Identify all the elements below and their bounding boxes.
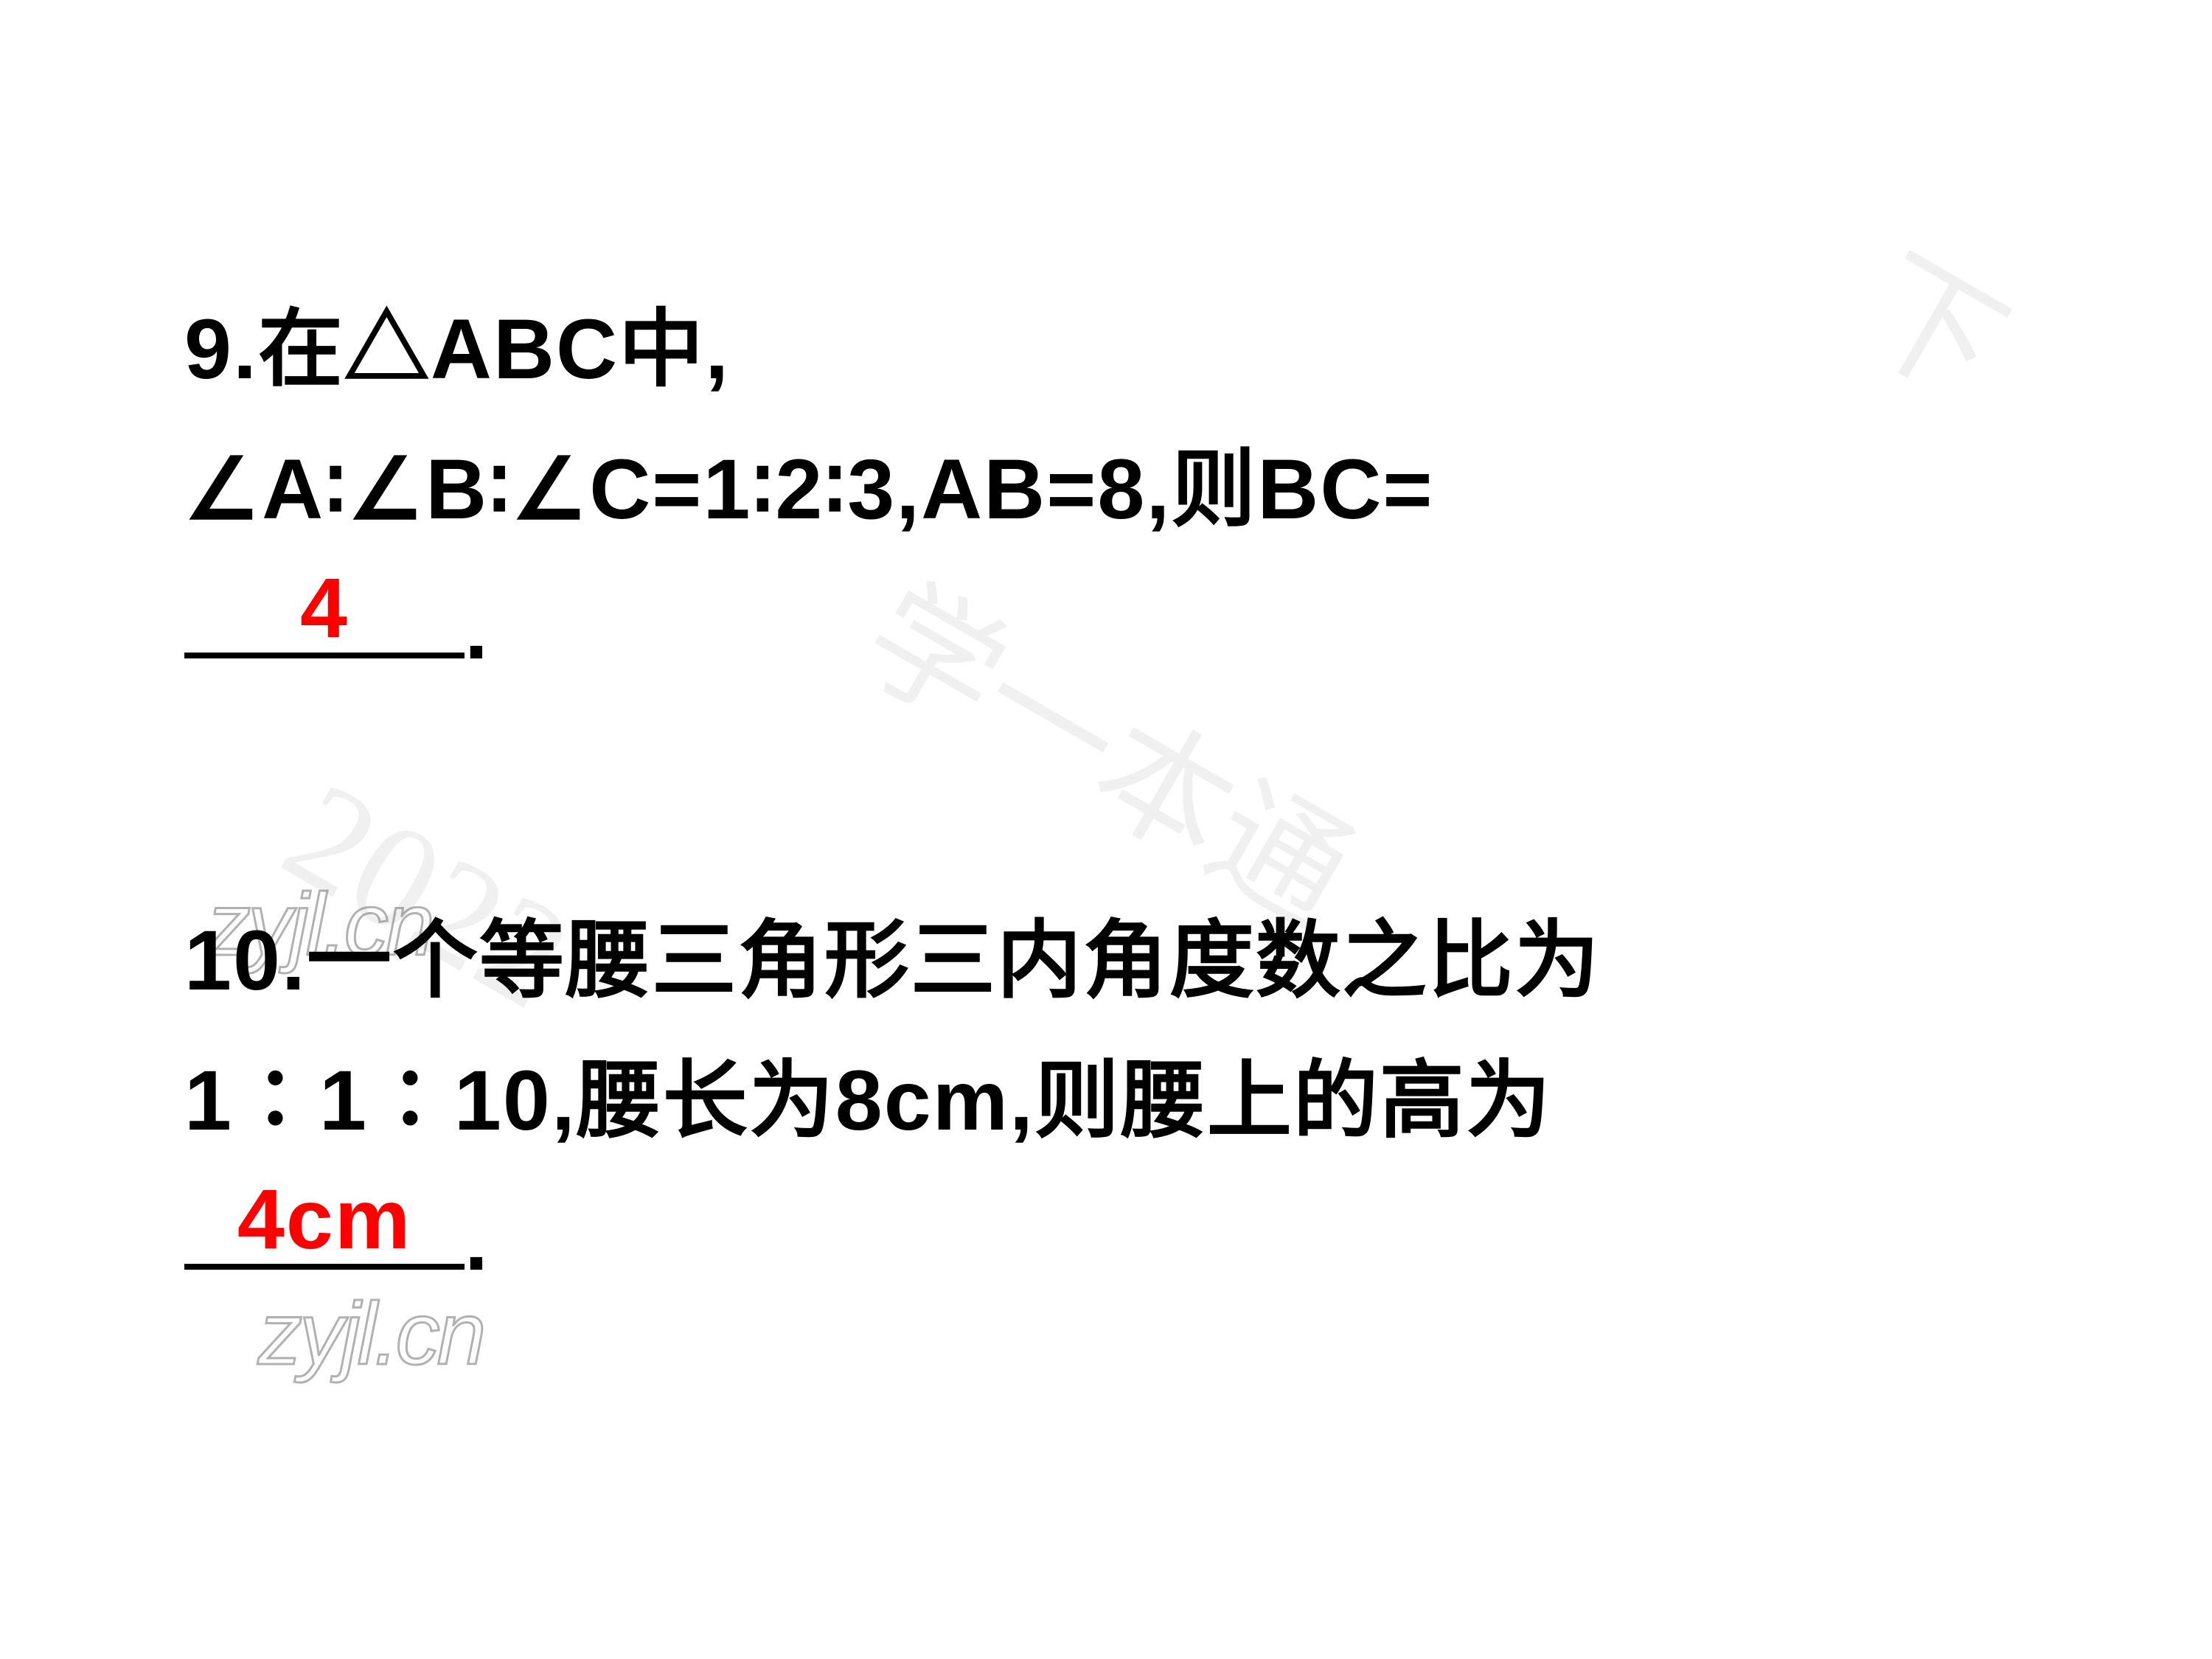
q9-text1: 在△ABC中, bbox=[258, 302, 730, 397]
question-10: 10.一个等腰三角形三内角度数之比为 1∶1∶10,腰长为8cm,则腰上的高为 … bbox=[184, 891, 2028, 1311]
q9-period: . bbox=[465, 582, 490, 677]
q10-answer: 4cm bbox=[237, 1178, 411, 1262]
q9-line1: 9.在△ABC中, bbox=[184, 280, 2028, 420]
q10-line1: 10.一个等腰三角形三内角度数之比为 bbox=[184, 891, 2028, 1032]
q10-line3: 4cm . bbox=[184, 1172, 2028, 1312]
q9-line3: 4 . bbox=[184, 560, 2028, 700]
q9-answer: 4 bbox=[300, 566, 349, 651]
q10-text1: 一个等腰三角形三内角度数之比为 bbox=[307, 914, 1601, 1008]
q9-blank: 4 bbox=[184, 653, 465, 658]
content-area: 9.在△ABC中, ∠A∶∠B∶∠C=1∶2∶3,AB=8,则BC= 4 . 1… bbox=[184, 280, 2028, 1312]
question-9: 9.在△ABC中, ∠A∶∠B∶∠C=1∶2∶3,AB=8,则BC= 4 . bbox=[184, 280, 2028, 700]
q10-period: . bbox=[465, 1194, 490, 1288]
q9-number: 9. bbox=[184, 302, 258, 397]
q10-blank: 4cm bbox=[184, 1264, 465, 1270]
q10-number: 10. bbox=[184, 914, 307, 1008]
q10-line2: 1∶1∶10,腰长为8cm,则腰上的高为 bbox=[184, 1032, 2028, 1172]
q9-line2: ∠A∶∠B∶∠C=1∶2∶3,AB=8,则BC= bbox=[184, 420, 2028, 560]
